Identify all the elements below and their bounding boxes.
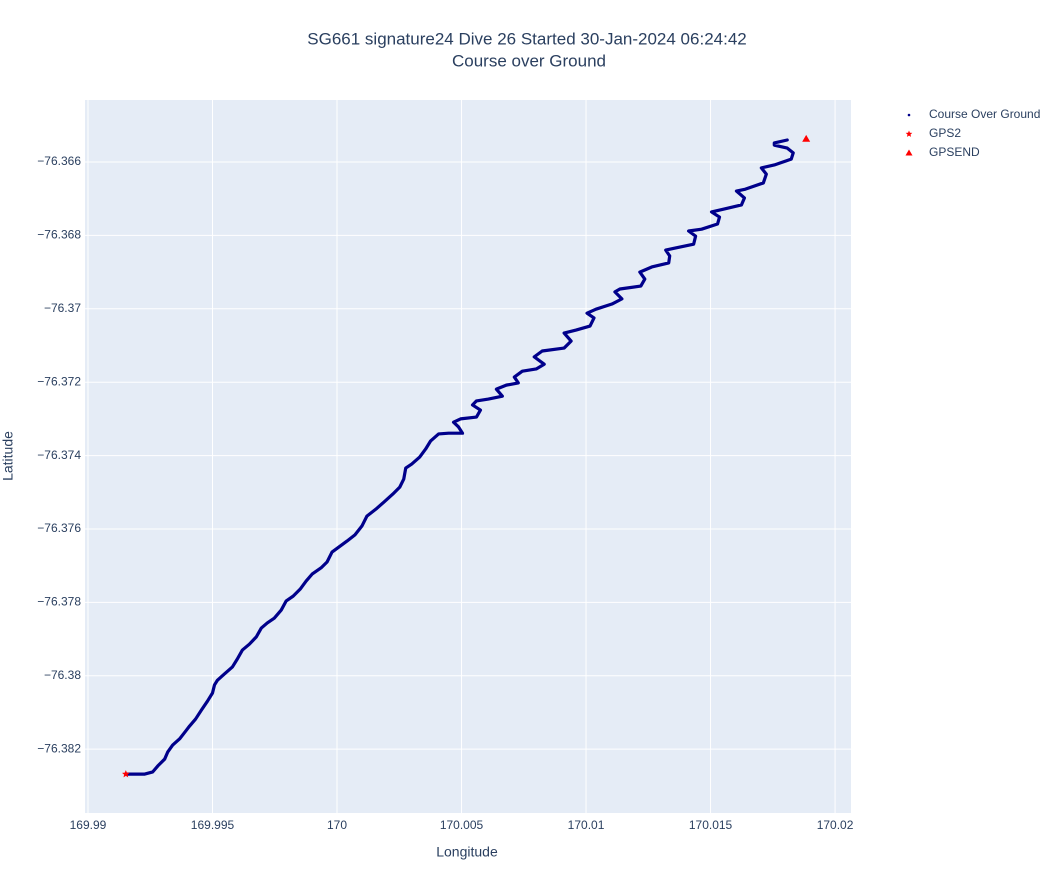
- y-tick-label: −76.38: [44, 668, 81, 682]
- legend-label: GPSEND: [929, 145, 980, 159]
- legend-symbol: [905, 130, 913, 137]
- y-tick-label: −76.366: [37, 154, 81, 168]
- y-tick-label: −76.37: [44, 301, 81, 315]
- x-tick-label: 169.99: [70, 818, 107, 832]
- chart-title: SG661 signature24 Dive 26 Started 30-Jan…: [307, 29, 746, 48]
- x-tick-label: 170.01: [568, 818, 605, 832]
- y-tick-label: −76.376: [37, 521, 81, 535]
- y-tick-label: −76.374: [37, 448, 81, 462]
- x-tick-label: 170.015: [689, 818, 733, 832]
- y-tick-label: −76.372: [37, 374, 81, 388]
- x-tick-label: 169.995: [191, 818, 235, 832]
- chart-subtitle: Course over Ground: [452, 51, 606, 70]
- y-tick-label: −76.378: [37, 595, 81, 609]
- x-tick-label: 170.02: [817, 818, 854, 832]
- x-tick-label: 170.005: [440, 818, 484, 832]
- legend-label: GPS2: [929, 126, 961, 140]
- y-tick-label: −76.382: [37, 741, 81, 755]
- legend-symbol: [907, 113, 911, 117]
- legend-label: Course Over Ground: [929, 107, 1040, 121]
- legend-symbol: [905, 149, 913, 156]
- x-axis-title: Longitude: [436, 844, 498, 860]
- point: [802, 134, 811, 142]
- x-tick-label: 170: [327, 818, 347, 832]
- y-tick-label: −76.368: [37, 228, 81, 242]
- track: [125, 138, 795, 776]
- y-axis-title: Latitude: [0, 431, 16, 481]
- point: [122, 770, 130, 778]
